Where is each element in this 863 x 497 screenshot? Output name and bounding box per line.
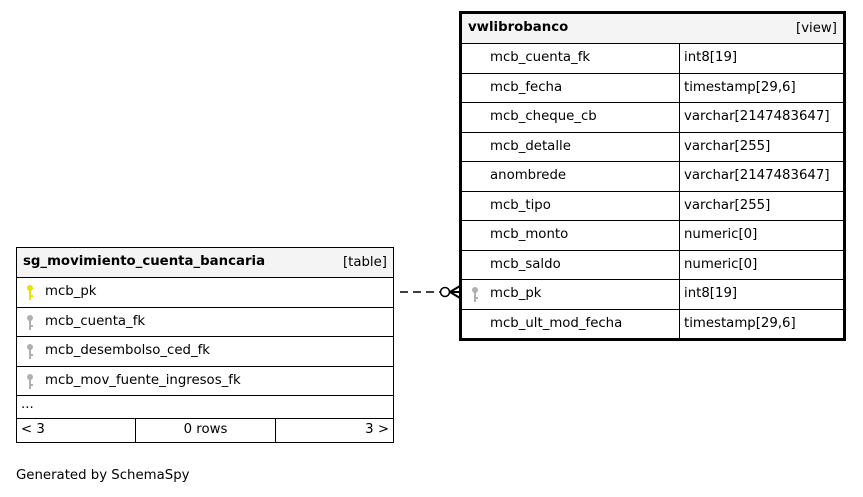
row-count: 0 rows bbox=[136, 419, 276, 442]
column-name: mcb_cheque_cb bbox=[490, 109, 597, 124]
column-name: mcb_monto bbox=[490, 227, 569, 242]
column-type: numeric[0] bbox=[679, 221, 757, 250]
column-name: mcb_ult_mod_fecha bbox=[490, 315, 623, 331]
table-kind: [table] bbox=[342, 255, 387, 270]
column-type: int8[19] bbox=[679, 280, 737, 309]
column-row[interactable]: mcb_desembolso_ced_fk bbox=[17, 337, 393, 367]
column-name: mcb_detalle bbox=[490, 138, 571, 154]
column-row[interactable]: anombrede varchar[2147483647] bbox=[462, 162, 843, 192]
column-name: mcb_fecha bbox=[490, 79, 563, 95]
table-header: sg_movimiento_cuenta_bancaria [table] bbox=[17, 248, 393, 278]
column-name: anombrede bbox=[490, 168, 567, 183]
parents-link[interactable]: < 3 bbox=[17, 419, 136, 442]
column-name: mcb_mov_fuente_ingresos_fk bbox=[45, 372, 241, 388]
column-type: timestamp[29,6] bbox=[679, 73, 796, 102]
primary-key-icon bbox=[25, 284, 35, 302]
column-type: varchar[2147483647] bbox=[679, 162, 830, 191]
column-row[interactable]: mcb_detalle varchar[255] bbox=[462, 132, 843, 162]
column-name: mcb_pk bbox=[45, 284, 97, 299]
more-columns: ... bbox=[17, 396, 393, 419]
children-link[interactable]: 3 > bbox=[365, 422, 389, 437]
column-name: mcb_tipo bbox=[490, 197, 551, 213]
view-vwlibrobanco[interactable]: vwlibrobanco [view] mcb_cuenta_fk int8[19… bbox=[459, 11, 846, 341]
column-row[interactable]: mcb_monto numeric[0] bbox=[462, 221, 843, 251]
table-footer: < 3 0 rows 3 > bbox=[17, 419, 393, 442]
column-name: mcb_cuenta_fk bbox=[45, 313, 146, 329]
column-type: varchar[255] bbox=[679, 132, 770, 161]
foreign-key-icon bbox=[25, 314, 35, 332]
column-name: mcb_desembolso_ced_fk bbox=[45, 343, 210, 358]
generated-by-label: Generated by SchemaSpy bbox=[16, 468, 190, 483]
column-type: varchar[255] bbox=[679, 191, 770, 220]
table-sg-movimiento-cuenta-bancaria[interactable]: sg_movimiento_cuenta_bancaria [table] mc… bbox=[16, 247, 394, 443]
column-name: mcb_pk bbox=[490, 286, 542, 301]
foreign-key-icon bbox=[470, 286, 480, 304]
column-row[interactable]: mcb_cuenta_fk int8[19] bbox=[462, 44, 843, 74]
column-row[interactable]: mcb_fecha timestamp[29,6] bbox=[462, 73, 843, 103]
column-row[interactable]: mcb_saldo numeric[0] bbox=[462, 250, 843, 280]
column-row[interactable]: mcb_pk bbox=[17, 278, 393, 308]
column-row[interactable]: mcb_tipo varchar[255] bbox=[462, 191, 843, 221]
column-name: mcb_cuenta_fk bbox=[490, 50, 591, 65]
column-row[interactable]: mcb_pk int8[19] bbox=[462, 280, 843, 310]
foreign-key-icon bbox=[25, 343, 35, 361]
column-type: int8[19] bbox=[679, 44, 737, 73]
table-name: sg_movimiento_cuenta_bancaria bbox=[23, 254, 266, 269]
column-type: numeric[0] bbox=[679, 250, 757, 279]
column-row[interactable]: mcb_ult_mod_fecha timestamp[29,6] bbox=[462, 309, 843, 338]
table-kind: [view] bbox=[796, 21, 837, 36]
foreign-key-icon bbox=[25, 373, 35, 391]
column-row[interactable]: mcb_cuenta_fk bbox=[17, 308, 393, 337]
table-header: vwlibrobanco [view] bbox=[462, 14, 843, 44]
table-name: vwlibrobanco bbox=[468, 20, 569, 35]
column-type: varchar[2147483647] bbox=[679, 103, 830, 132]
column-row[interactable]: mcb_cheque_cb varchar[2147483647] bbox=[462, 103, 843, 133]
column-row[interactable]: mcb_mov_fuente_ingresos_fk bbox=[17, 367, 393, 396]
column-type: timestamp[29,6] bbox=[679, 309, 796, 338]
column-name: mcb_saldo bbox=[490, 256, 561, 272]
